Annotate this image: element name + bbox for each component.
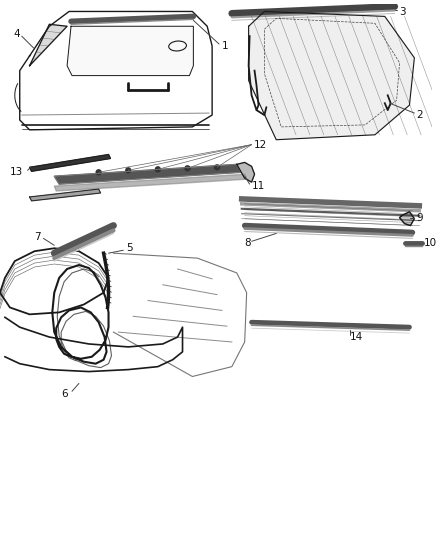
Circle shape (96, 170, 101, 175)
Circle shape (126, 168, 131, 173)
Text: 3: 3 (399, 7, 406, 18)
Polygon shape (237, 163, 254, 182)
Polygon shape (54, 164, 241, 184)
Polygon shape (30, 25, 67, 66)
Text: 11: 11 (251, 181, 265, 191)
Text: 10: 10 (424, 238, 438, 248)
Polygon shape (399, 212, 414, 225)
Circle shape (215, 165, 219, 170)
Polygon shape (54, 174, 247, 191)
Text: 7: 7 (35, 232, 41, 243)
Text: 6: 6 (61, 389, 68, 399)
Text: 1: 1 (222, 41, 229, 51)
Circle shape (185, 166, 190, 171)
Text: 12: 12 (254, 140, 267, 150)
Text: 2: 2 (417, 110, 423, 120)
Polygon shape (67, 26, 193, 76)
Polygon shape (30, 155, 110, 171)
Polygon shape (30, 189, 101, 201)
Text: 14: 14 (350, 332, 364, 342)
Text: 9: 9 (417, 213, 423, 223)
Text: 13: 13 (10, 167, 23, 177)
Text: 8: 8 (245, 238, 251, 248)
Text: 4: 4 (14, 29, 21, 39)
Circle shape (155, 167, 160, 172)
Polygon shape (249, 12, 414, 140)
Text: 5: 5 (126, 243, 133, 253)
